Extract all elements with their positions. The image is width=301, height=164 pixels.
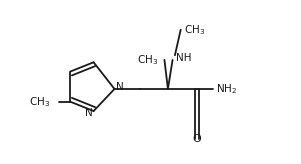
Text: O: O: [193, 133, 201, 144]
Text: CH$_3$: CH$_3$: [29, 95, 50, 109]
Text: NH$_2$: NH$_2$: [216, 82, 237, 96]
Text: N: N: [85, 108, 92, 118]
Text: NH: NH: [176, 53, 191, 63]
Text: CH$_3$: CH$_3$: [184, 23, 205, 37]
Text: N: N: [116, 82, 123, 92]
Text: CH$_3$: CH$_3$: [138, 53, 159, 67]
